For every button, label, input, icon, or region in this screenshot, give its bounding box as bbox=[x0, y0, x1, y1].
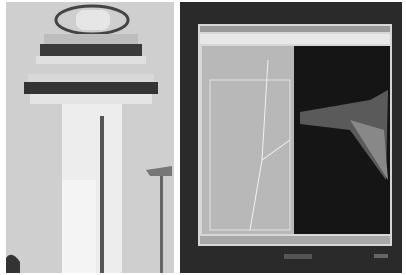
shaft-slot bbox=[100, 116, 104, 273]
page: {} (() => { const data = JSON.parse(docu… bbox=[0, 0, 406, 275]
lower-windows bbox=[24, 82, 158, 94]
status-bar bbox=[200, 236, 390, 244]
title-bar bbox=[200, 26, 390, 32]
cab-roof bbox=[44, 34, 138, 44]
photo-pair bbox=[0, 0, 406, 275]
cab-windows bbox=[40, 44, 142, 56]
lamp-pole bbox=[160, 176, 163, 273]
toolbar bbox=[200, 34, 390, 44]
cab-deck bbox=[36, 56, 146, 64]
lower-roof bbox=[28, 74, 154, 82]
radar-dome bbox=[76, 10, 110, 30]
power-button bbox=[374, 254, 388, 258]
monitor-photo bbox=[180, 2, 402, 273]
tower-photo bbox=[6, 2, 174, 273]
lower-deck bbox=[30, 94, 152, 104]
base-block bbox=[62, 180, 96, 273]
brand-badge bbox=[284, 254, 312, 259]
map-panel bbox=[202, 46, 294, 234]
